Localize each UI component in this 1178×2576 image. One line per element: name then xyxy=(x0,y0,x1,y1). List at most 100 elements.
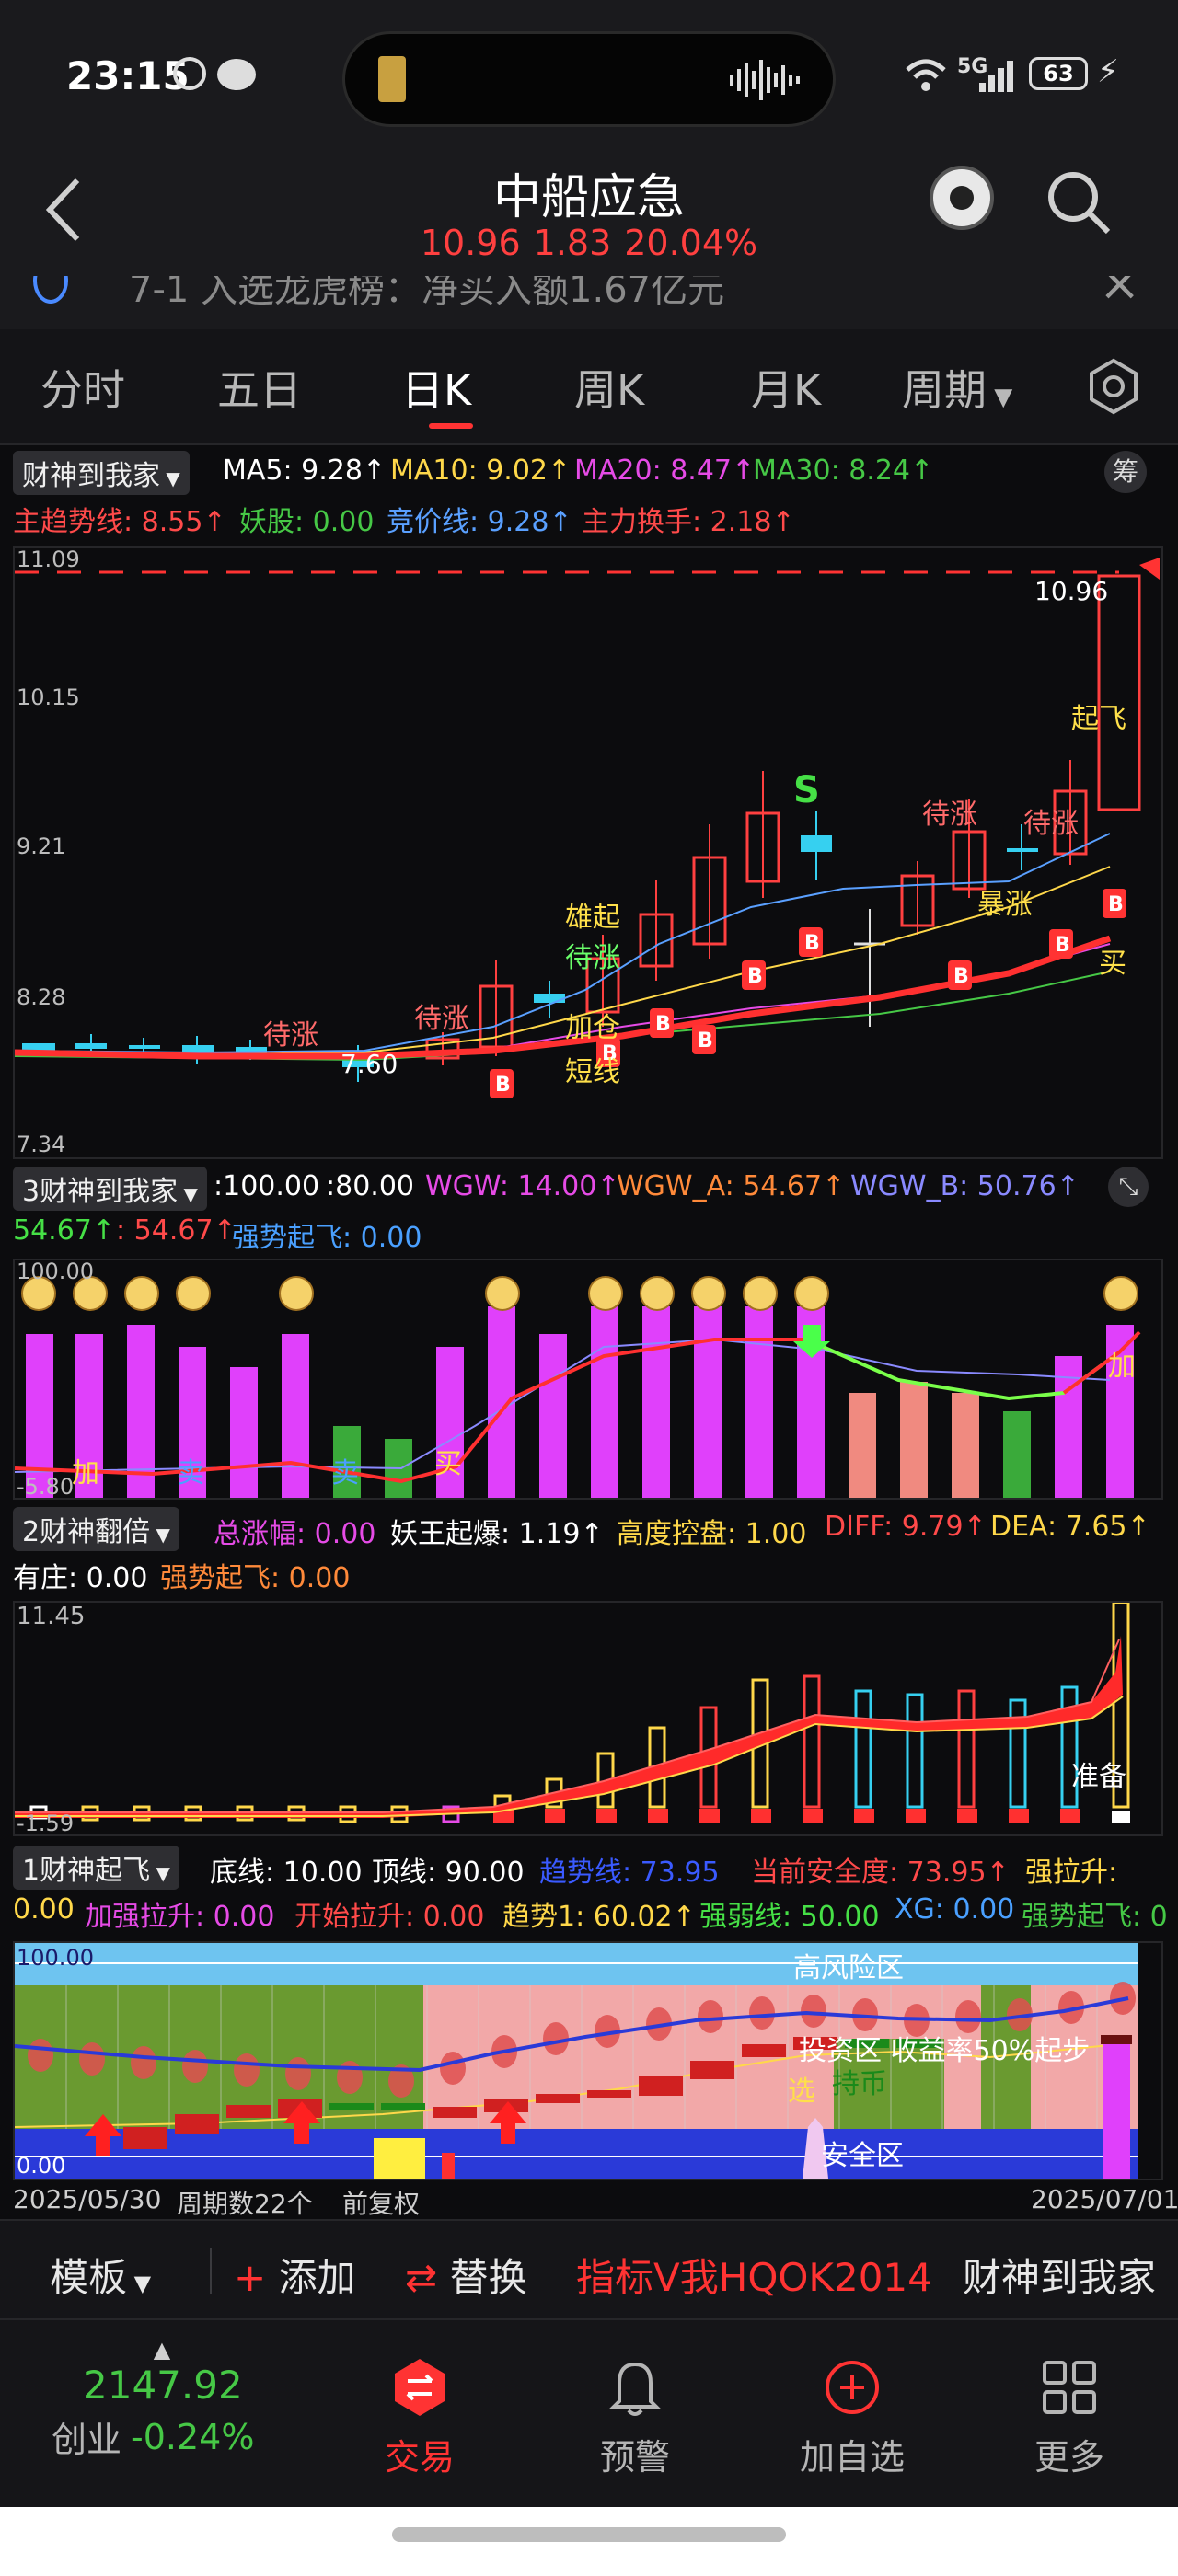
buy-letter: B xyxy=(602,1042,618,1065)
tab-monthly-k[interactable]: 月K xyxy=(751,365,822,415)
diff-line xyxy=(15,1639,1120,1813)
nav-add-watchlist[interactable]: 加自选 xyxy=(760,2357,944,2479)
up-arrow-icons xyxy=(85,2101,526,2156)
wechat-icon xyxy=(217,59,256,90)
takeoff-panel[interactable]: 100.00 0.00 高风险区 投资区 收益率50%起步 持币 安全区 选 xyxy=(13,1941,1163,2180)
annotation: 买 xyxy=(434,1448,462,1480)
tab-weekly-k[interactable]: 周K xyxy=(574,365,645,415)
panel2-value: : 54.67↑ xyxy=(116,1214,237,1247)
nav-alert[interactable]: 预警 xyxy=(543,2357,727,2479)
panel2-indicator-select[interactable]: 3财神到我家 ▼ xyxy=(13,1167,207,1211)
macd-chart xyxy=(15,1603,1130,1823)
annotation: 起飞 xyxy=(1071,703,1126,735)
annotation: 买 xyxy=(1099,948,1126,980)
main-trend-label: 主趋势线: 8.55↑ xyxy=(13,506,226,538)
home-indicator[interactable] xyxy=(392,2527,786,2542)
tab-period[interactable]: 周期 ▼ xyxy=(902,357,1012,418)
panel3-indicator-select[interactable]: 2财神翻倍 ▼ xyxy=(13,1507,179,1551)
red-base-blocks xyxy=(493,1809,1080,1823)
candlestick-panel[interactable]: B B B B B B B B B 11.09 10.15 9.21 8.28 … xyxy=(13,546,1163,1159)
y-tick: -1.59 xyxy=(17,1811,75,1836)
tab-daily-k[interactable]: 日K xyxy=(401,365,472,415)
replace-button[interactable]: ⇄ 替换 xyxy=(405,2247,527,2303)
chart-area: 财神到我家 ▼ MA5: 9.28↑ MA10: 9.02↑ MA20: 8.4… xyxy=(0,445,1178,2219)
magenta-end-bar xyxy=(1103,2039,1130,2179)
wgw-a-label: WGW_A: 54.67↑ xyxy=(617,1170,846,1202)
demon-king-label: 妖王起爆: 1.19↑ xyxy=(390,1518,604,1550)
main-indicator-select[interactable]: 财神到我家 ▼ xyxy=(13,451,190,495)
network-label: 5G xyxy=(957,55,988,78)
main-turnover-label: 主力换手: 2.18↑ xyxy=(582,506,795,538)
wgw-panel[interactable]: 100.00 -5.80 加 卖 卖 买 加 xyxy=(13,1259,1163,1500)
investment-zone-label: 投资区 收益率50%起步 xyxy=(799,2035,1091,2067)
xg-label: XG: 0.00 xyxy=(895,1893,1015,1926)
auction-line-label: 竞价线: 9.28↑ xyxy=(387,506,572,538)
panel4-indicator-select[interactable]: 1财神起飞 ▼ xyxy=(13,1846,179,1890)
stock-price: 10.96 xyxy=(420,223,521,263)
dea-label: DEA: 7.65↑ xyxy=(990,1511,1150,1543)
annotation: S xyxy=(793,769,820,811)
toolbar-divider xyxy=(210,2248,212,2294)
chevron-down-icon: ▼ xyxy=(987,384,1013,411)
back-arrow-icon[interactable] xyxy=(40,173,87,247)
safety-label: 当前安全度: 73.95↑ xyxy=(751,1857,1010,1889)
stock-change-pct: 20.04% xyxy=(624,223,758,263)
caret-up-icon: ▲ xyxy=(153,2337,171,2363)
search-icon[interactable] xyxy=(1044,167,1114,237)
stock-change: 1.83 xyxy=(533,223,612,263)
expand-icon[interactable]: ⤡ xyxy=(1108,1167,1149,1207)
wgw-a-red-end xyxy=(1062,1330,1141,1395)
wgw-label: WGW: 14.00↑ xyxy=(425,1170,620,1202)
close-icon[interactable]: × xyxy=(1099,276,1141,312)
stock-header: 中船应急 10.96 1.83 20.04% xyxy=(0,156,1178,276)
strong-takeoff-label: 强势起飞: 0.00 xyxy=(232,1222,422,1254)
period-count: 周期数22个 xyxy=(177,2189,313,2219)
hold-cash-label: 持币 xyxy=(832,2068,887,2100)
bell-icon xyxy=(609,2362,661,2416)
strong-takeoff-label-3: 强势起飞: 0 xyxy=(1022,1901,1168,1933)
y-tick: -5.80 xyxy=(17,1474,75,1500)
double-panel[interactable]: 11.45 -1.59 准备 xyxy=(13,1601,1163,1836)
rocket-icon xyxy=(803,2118,828,2179)
ma10-line xyxy=(15,866,1111,1056)
demon-stock-label: 妖股: 0.00 xyxy=(239,506,375,538)
zone-chart xyxy=(15,1943,1138,2179)
yellow-block xyxy=(374,2138,425,2179)
nav-trade[interactable]: 交易 xyxy=(328,2357,512,2479)
index-value: 2147.92 xyxy=(83,2363,243,2408)
robot-assistant-icon[interactable] xyxy=(930,166,994,230)
wgw-a-red-line xyxy=(15,1338,806,1484)
tab-five-day[interactable]: 五日 xyxy=(217,365,302,415)
bottom-navigation: ▲ 2147.92 创业 -0.24% 交易 预警 加自选 更多 xyxy=(0,2318,1178,2509)
add-label: 添加 xyxy=(278,2255,356,2300)
wgw-chart xyxy=(15,1276,1141,1498)
swap-icon: ⇄ xyxy=(405,2255,438,2300)
chips-badge[interactable]: 筹 xyxy=(1104,451,1147,493)
chevron-down-icon: ▼ xyxy=(150,1862,170,1884)
tab-period-label: 周期 xyxy=(902,365,987,415)
white-end-block xyxy=(1112,1811,1130,1823)
add-button[interactable]: + 添加 xyxy=(234,2247,356,2303)
add-circle-icon xyxy=(826,2361,879,2414)
panel3-indicator-name: 2财神翻倍 xyxy=(22,1516,151,1548)
y-tick: 0.00 xyxy=(17,2153,66,2179)
charging-icon: ⚡ xyxy=(1097,53,1119,90)
news-ticker[interactable]: 7-1 入选龙虎榜：净买入额1.67亿元 × xyxy=(0,276,1178,329)
panel2-value: 54.67↑ xyxy=(13,1214,116,1247)
indicator-toolbar: 模板 ▼ + 添加 ⇄ 替换 指标V我HQOK2014 财神到我家 xyxy=(0,2219,1178,2320)
battery-icon: 63 xyxy=(1029,57,1088,90)
settings-hexagon-icon[interactable] xyxy=(1084,357,1143,416)
indicator-tab[interactable]: 指标V我HQOK2014 xyxy=(576,2255,932,2300)
custom-indicator-tab[interactable]: 财神到我家 xyxy=(963,2255,1157,2300)
trend-line-label: 趋势线: 73.95 xyxy=(539,1857,720,1889)
nav-more[interactable]: 更多 xyxy=(977,2357,1161,2479)
red-small-block xyxy=(442,2153,455,2179)
dark-end-block xyxy=(1101,2035,1132,2044)
template-button[interactable]: 模板 ▼ xyxy=(50,2247,151,2303)
start-pull-label: 开始拉升: 0.00 xyxy=(294,1901,485,1933)
auction-line xyxy=(15,833,1111,1054)
tab-intraday[interactable]: 分时 xyxy=(40,365,125,415)
y-tick: 7.34 xyxy=(17,1132,66,1157)
index-widget[interactable]: ▲ 2147.92 创业 -0.24% xyxy=(52,2337,272,2462)
ticker-text: 7-1 入选龙虎榜：净买入额1.67亿元 xyxy=(129,276,725,311)
